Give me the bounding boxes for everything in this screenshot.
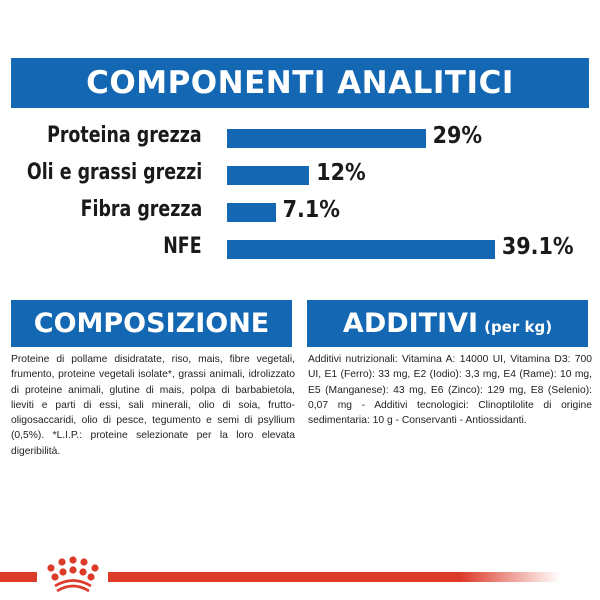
additives-text: Additivi nutrizionali: Vitamina A: 14000…: [308, 354, 592, 427]
composition-header: COMPOSIZIONE: [11, 300, 292, 347]
analytic-components-header: COMPONENTI ANALITICI: [11, 58, 589, 108]
additives-title: ADDITIVI: [342, 308, 479, 339]
composition-text: Proteine di pollame disidratate, riso, m…: [11, 354, 295, 457]
bar: [227, 240, 495, 259]
category-label: Proteina grezza: [47, 123, 202, 148]
value-label: 29%: [432, 123, 483, 149]
category-label: Fibra grezza: [80, 197, 202, 222]
bar: [227, 166, 310, 185]
composition-title: COMPOSIZIONE: [33, 308, 270, 339]
value-label: 39.1%: [501, 234, 574, 260]
value-label: 7.1%: [282, 197, 341, 223]
brand-stripe-left: [0, 572, 37, 582]
value-label: 12%: [316, 160, 366, 186]
bar: [227, 129, 426, 148]
bar: [227, 203, 276, 222]
additives-header: ADDITIVI (per kg): [307, 300, 588, 347]
brand-stripe-right: [108, 572, 560, 582]
additives-subtitle: (per kg): [484, 317, 553, 336]
royal-canin-crown-icon: [47, 556, 99, 593]
category-label: NFE: [163, 234, 202, 259]
category-label: Oli e grassi grezzi: [26, 160, 202, 185]
chart-title: COMPONENTI ANALITICI: [86, 65, 514, 101]
